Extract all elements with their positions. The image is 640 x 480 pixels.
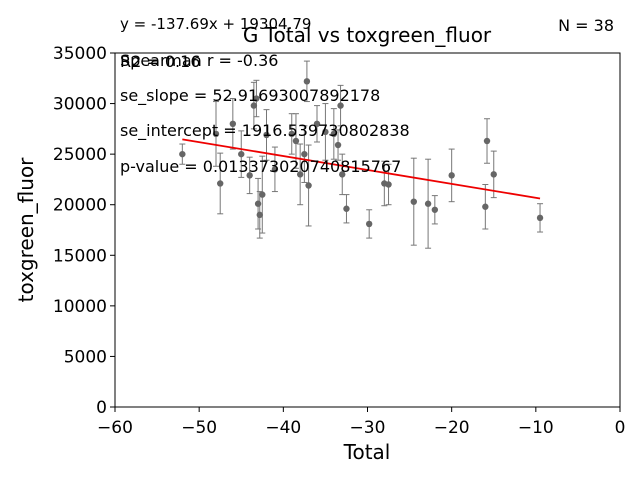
data-point	[263, 131, 270, 139]
y-tick-label: 5000	[64, 347, 107, 367]
data-point	[339, 171, 346, 178]
x-axis-label: Total	[343, 440, 391, 464]
x-tick-label: −50	[181, 418, 217, 438]
fit-line-layer	[182, 138, 541, 200]
data-point	[334, 141, 342, 149]
x-tick-label: −10	[518, 418, 554, 438]
data-point	[229, 120, 237, 128]
data-point	[343, 205, 350, 212]
data-point	[330, 130, 338, 138]
x-tick-label: 0	[615, 418, 626, 438]
data-point	[448, 172, 455, 179]
x-tick-label: −40	[265, 418, 301, 438]
se-slope-annotation: se_slope = 52.9169300789217​8	[120, 86, 380, 106]
data-point	[217, 180, 224, 187]
y-tick-label: 35000	[53, 44, 107, 64]
data-point	[256, 211, 263, 219]
plot-area	[114, 52, 621, 408]
data-point	[482, 203, 489, 210]
data-point	[238, 150, 245, 158]
p-value-annotation: p-value = 0.013373020740815767	[120, 157, 401, 176]
data-point	[212, 130, 220, 138]
data-point	[254, 200, 262, 207]
chart-title: G Total vs toxgreen_fluor	[243, 23, 492, 47]
data-point	[536, 214, 544, 222]
data-point	[259, 191, 266, 198]
se-intercept-annotation: se_intercept = 1916.539730802838	[120, 121, 410, 141]
y-tick-label: 20000	[53, 196, 107, 216]
x-tick-label: −60	[97, 418, 133, 438]
data-point	[250, 102, 258, 109]
data-point	[322, 128, 329, 136]
data-point	[385, 181, 392, 188]
data-point	[271, 166, 279, 173]
data-point	[313, 120, 321, 128]
y-tick-label: 25000	[53, 145, 107, 165]
spearman-annotation: Spearman r = -0.36	[120, 51, 278, 70]
y-tick-label: 10000	[53, 297, 107, 317]
regression-line	[182, 138, 541, 200]
data-point	[253, 95, 260, 102]
data-point	[490, 171, 497, 178]
data-point	[337, 102, 344, 109]
data-point	[303, 78, 311, 85]
data-point	[292, 137, 300, 145]
data-point	[179, 150, 186, 158]
y-tick-label: 0	[96, 398, 107, 418]
data-point	[246, 172, 253, 179]
x-tick-label: −20	[434, 418, 470, 438]
y-tick-label: 15000	[53, 246, 107, 266]
data-point	[288, 130, 295, 138]
point-layer	[179, 78, 544, 228]
r2-annotation: R2 = 0.16	[120, 52, 201, 71]
n-annotation: N = 38	[558, 16, 614, 35]
data-point	[365, 220, 373, 228]
equation-annotation: y = -137.69x + 19304.79	[120, 15, 311, 33]
data-point	[424, 200, 432, 207]
data-point	[483, 137, 491, 145]
x-axis-ticks: −60 −50 −40 −30 −20 −10 0	[97, 407, 625, 438]
y-axis-ticks: 0 5000 10000 15000 20000 25000 30000 35000	[53, 44, 115, 418]
data-point	[410, 198, 417, 205]
data-point	[301, 150, 308, 158]
data-point	[305, 182, 312, 189]
data-point	[296, 171, 304, 178]
data-point	[431, 206, 439, 213]
y-tick-label: 30000	[53, 95, 107, 115]
y-axis-label: toxgreen_fluor	[14, 157, 38, 303]
x-tick-label: −30	[350, 418, 386, 438]
